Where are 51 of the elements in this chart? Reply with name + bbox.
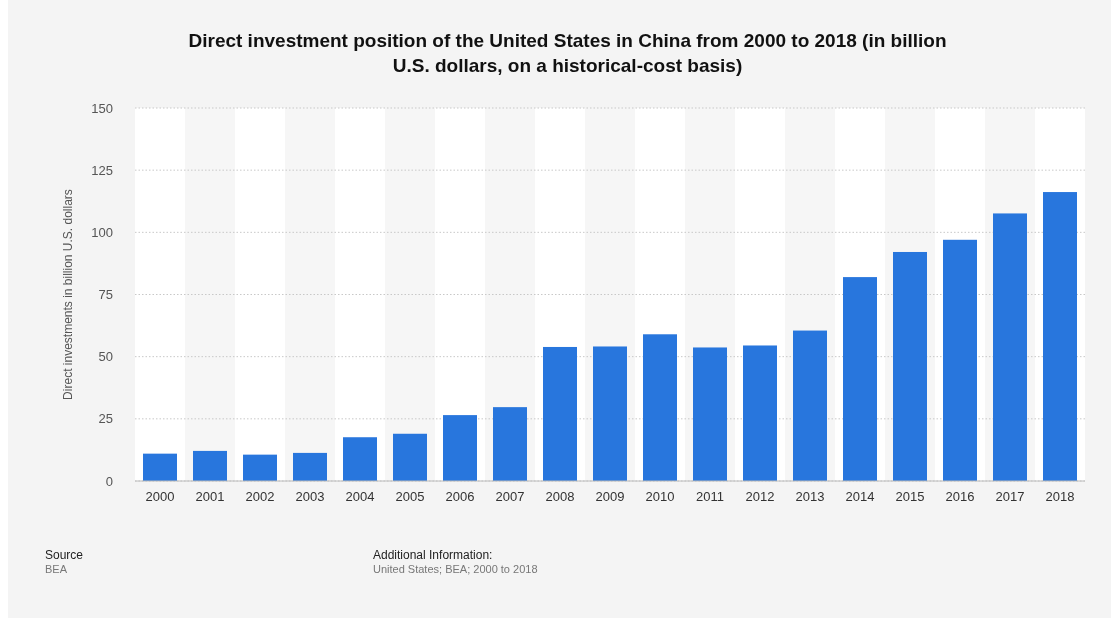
x-tick-label: 2005	[395, 489, 425, 504]
x-tick-label: 2006	[445, 489, 475, 504]
bar	[843, 277, 877, 481]
bar	[943, 239, 977, 481]
x-tick-label: 2001	[195, 489, 225, 504]
bar	[793, 330, 827, 481]
y-tick-label: 150	[91, 100, 113, 116]
x-tick-label: 2004	[345, 489, 375, 504]
x-tick-label: 2002	[245, 489, 275, 504]
chart-title: Direct investment position of the United States in China from 2000 to 2018 (in billion U.S. dollars, on a historical-cost basis)	[188, 30, 947, 76]
x-tick-label: 2015	[895, 489, 925, 504]
text: United States; BEA; 2000 to 2018	[373, 563, 538, 575]
x-tick-label: 2017	[995, 489, 1025, 504]
bar	[743, 345, 777, 481]
text: Source	[45, 548, 84, 562]
x-tick-label: 2012	[745, 489, 775, 504]
bar	[1043, 192, 1077, 481]
bar	[993, 213, 1027, 481]
text: Additional Information:	[373, 548, 493, 562]
x-tick-label: 2014	[845, 489, 875, 504]
x-tick-label: 2003	[295, 489, 325, 504]
x-tick-label: 2000	[145, 489, 175, 504]
x-tick-label: 2018	[1045, 489, 1075, 504]
bar	[493, 407, 527, 481]
bar	[543, 346, 577, 481]
x-tick-label: 2010	[645, 489, 675, 504]
bar	[293, 452, 327, 481]
bar	[693, 347, 727, 481]
y-tick-label: 100	[91, 224, 113, 240]
bar	[193, 450, 227, 481]
bar	[643, 334, 677, 481]
x-tick-label: 2011	[696, 489, 724, 504]
text: BEA	[45, 563, 68, 575]
bar	[243, 454, 277, 481]
bar	[393, 433, 427, 481]
x-tick-label: 2008	[545, 489, 575, 504]
x-tick-label: 2013	[795, 489, 825, 504]
bar	[443, 415, 477, 481]
x-tick-label: 2016	[945, 489, 975, 504]
y-tick-label: 75	[98, 287, 113, 303]
bar	[343, 437, 377, 481]
bar	[893, 251, 927, 481]
bar	[143, 453, 177, 481]
x-tick-label: 2007	[495, 489, 525, 504]
bar	[593, 346, 627, 481]
x-tick-label: 2009	[595, 489, 625, 504]
y-tick-label: 25	[98, 411, 113, 427]
y-tick-label: 125	[91, 162, 113, 178]
y-axis-title: Direct investments in billion U.S. dollars	[61, 189, 75, 400]
y-tick-label: 0	[105, 473, 113, 489]
y-tick-label: 50	[98, 349, 113, 365]
